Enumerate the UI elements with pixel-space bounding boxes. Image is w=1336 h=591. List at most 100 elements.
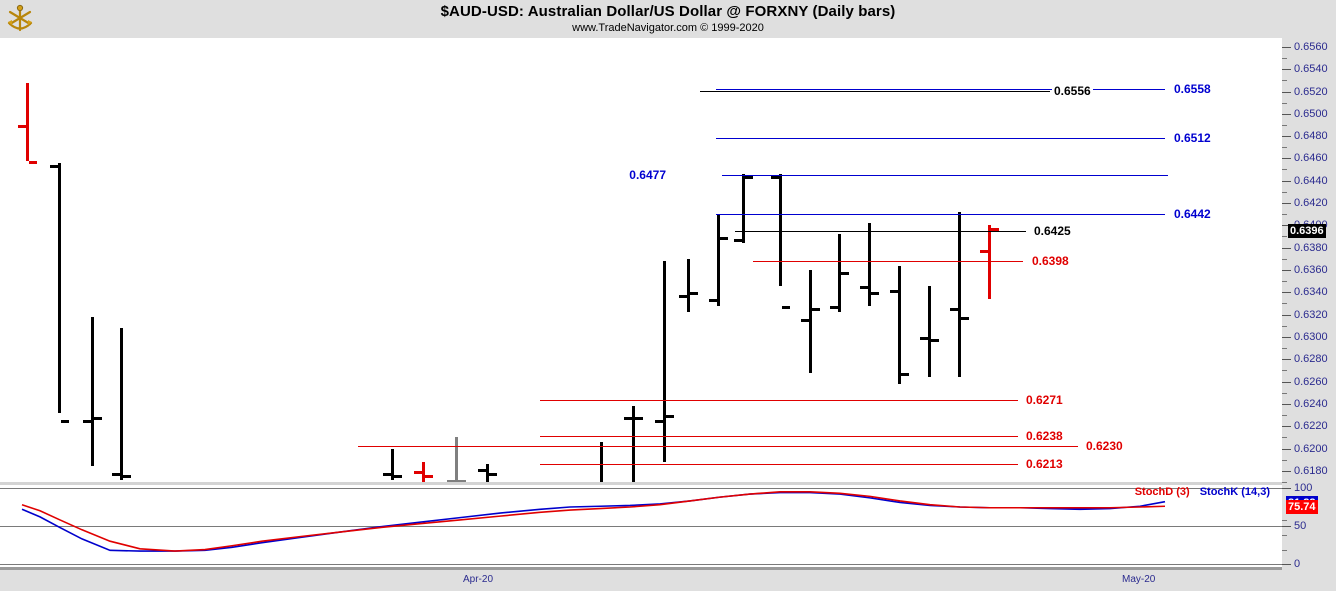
price-tick-major xyxy=(1282,314,1291,316)
ohlc-open-tick xyxy=(980,249,988,253)
ohlc-close-tick xyxy=(745,176,753,180)
chart-subtitle: www.TradeNavigator.com © 1999-2020 xyxy=(572,22,764,34)
stochastic-gridline xyxy=(0,488,1282,489)
price-tick-minor xyxy=(1282,57,1287,59)
ohlc-close-tick xyxy=(841,272,849,276)
ohlc-open-tick xyxy=(709,299,717,303)
price-level-line[interactable] xyxy=(540,464,1018,465)
price-axis-label: 0.6460 xyxy=(1294,152,1328,165)
ohlc-bar xyxy=(838,234,841,313)
stochastic-tick-minor xyxy=(1282,550,1287,552)
stochastic-tick-minor xyxy=(1282,519,1287,521)
ohlc-close-tick xyxy=(94,417,102,421)
price-tick-minor xyxy=(1282,347,1287,349)
price-level-line[interactable] xyxy=(358,446,1078,447)
price-level-label: 0.6442 xyxy=(1172,207,1213,221)
price-axis-label: 0.6280 xyxy=(1294,353,1328,366)
price-tick-major xyxy=(1282,336,1291,338)
price-axis-label: 0.6320 xyxy=(1294,308,1328,321)
price-level-label: 0.6512 xyxy=(1172,131,1213,145)
price-tick-major xyxy=(1282,470,1291,472)
ohlc-open-tick xyxy=(950,307,958,311)
page-title: $AUD-USD: Australian Dollar/US Dollar @ … xyxy=(440,3,896,20)
price-tick-minor xyxy=(1282,303,1287,305)
ohlc-bar xyxy=(600,441,603,482)
price-level-label: 0.6213 xyxy=(1024,457,1065,471)
price-tick-major xyxy=(1282,225,1291,227)
ohlc-bar xyxy=(779,174,782,286)
ohlc-bar xyxy=(632,406,635,482)
price-level-line[interactable] xyxy=(753,261,1023,262)
stochastic-gridline xyxy=(0,526,1282,527)
price-scale-axis[interactable]: 0.6560 0.6540 0.6520 0.6500 0.6480 0.6460 0.64… xyxy=(1282,38,1336,570)
price-tick-major xyxy=(1282,113,1291,115)
ohlc-open-tick xyxy=(447,479,455,482)
stochastic-tick xyxy=(1282,488,1291,489)
price-tick-major xyxy=(1282,292,1291,294)
ohlc-close-tick xyxy=(690,292,698,296)
stochastic-gridline xyxy=(0,564,1282,565)
price-level-line[interactable] xyxy=(716,138,1165,139)
price-tick-major xyxy=(1282,203,1291,205)
stochastic-tick xyxy=(1282,564,1291,565)
ohlc-close-tick xyxy=(29,160,37,164)
price-level-label: 0.6477 xyxy=(627,168,668,182)
price-level-line[interactable] xyxy=(722,175,1168,176)
price-axis-label: 0.6200 xyxy=(1294,442,1328,455)
price-chart-panel[interactable]: 0.6558 0.6556 0.6512 0.6477 0.6442 0.6425 0.63… xyxy=(0,38,1283,482)
ohlc-close-tick xyxy=(931,339,939,343)
ohlc-bar xyxy=(809,270,812,373)
ohlc-bar xyxy=(663,261,666,462)
date-axis-label: Apr-20 xyxy=(463,574,494,585)
price-tick-minor xyxy=(1282,214,1287,216)
price-tick-minor xyxy=(1282,392,1287,394)
ohlc-open-tick xyxy=(18,125,26,128)
price-tick-minor xyxy=(1282,325,1287,327)
price-axis-label: 0.6380 xyxy=(1294,241,1328,254)
ohlc-close-tick xyxy=(666,415,674,419)
price-axis-label: 0.6500 xyxy=(1294,107,1328,120)
price-tick-major xyxy=(1282,247,1291,249)
ohlc-bar xyxy=(26,82,29,161)
stochd-value-box: 75.74 xyxy=(1286,500,1318,515)
ohlc-open-tick xyxy=(383,473,391,477)
price-tick-minor xyxy=(1282,481,1287,483)
ohlc-bar xyxy=(422,461,425,482)
price-axis-label: 0.6180 xyxy=(1294,464,1328,477)
ohlc-bar xyxy=(455,437,458,482)
ohlc-open-tick xyxy=(414,470,422,474)
ohlc-close-tick xyxy=(991,227,999,231)
price-tick-minor xyxy=(1282,281,1287,283)
price-tick-minor xyxy=(1282,459,1287,461)
price-level-line[interactable] xyxy=(700,91,1050,92)
anchor-logo-icon xyxy=(3,1,37,35)
price-level-line[interactable] xyxy=(716,89,1165,90)
price-level-line[interactable] xyxy=(540,436,1018,437)
price-level-line[interactable] xyxy=(735,231,1026,232)
stochastic-series-line xyxy=(21,491,1166,552)
price-tick-minor xyxy=(1282,437,1287,439)
ohlc-close-tick xyxy=(123,475,131,479)
stochastic-panel[interactable]: StochD (3) StochK (14,3) xyxy=(0,485,1283,567)
ohlc-bar xyxy=(120,328,123,480)
ohlc-close-tick xyxy=(635,417,643,421)
stochk-legend-label: StochK (14,3) xyxy=(1199,486,1270,498)
price-tick-major xyxy=(1282,136,1291,138)
ohlc-open-tick xyxy=(624,417,632,421)
ohlc-bar xyxy=(486,464,489,482)
price-level-line[interactable] xyxy=(540,400,1018,401)
price-tick-minor xyxy=(1282,102,1287,104)
stochastic-axis-label: 0 xyxy=(1294,558,1301,570)
price-level-line[interactable] xyxy=(716,214,1165,215)
ohlc-close-tick xyxy=(782,305,790,309)
price-tick-major xyxy=(1282,46,1291,48)
price-axis-label: 0.6480 xyxy=(1294,130,1328,143)
price-tick-major xyxy=(1282,403,1291,405)
ohlc-bar xyxy=(898,265,901,384)
price-axis-label: 0.6300 xyxy=(1294,330,1328,343)
ohlc-bar xyxy=(687,258,690,313)
ohlc-bar xyxy=(58,162,61,413)
price-tick-minor xyxy=(1282,80,1287,82)
ohlc-open-tick xyxy=(771,176,779,180)
price-level-label: 0.6556 xyxy=(1052,84,1093,98)
